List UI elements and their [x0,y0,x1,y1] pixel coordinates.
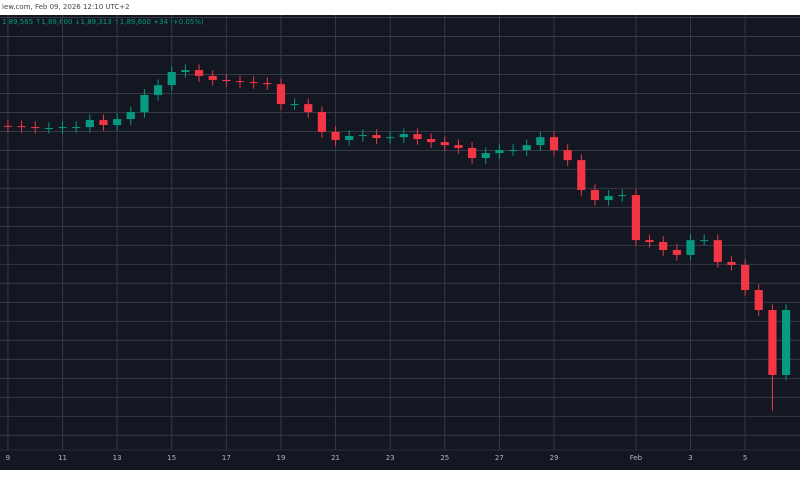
candle-body [358,135,367,137]
candle-body [153,85,163,95]
plot-background [0,15,800,470]
candle-body [577,160,586,190]
candle-body [427,139,436,143]
candle-body [549,137,559,151]
x-tick-label: 29 [550,454,559,462]
candle-body [454,145,463,148]
x-tick-label: Feb [630,454,643,462]
x-tick-label: 15 [167,454,176,462]
x-tick-label: 9 [6,454,10,462]
candle-body [194,70,204,76]
x-tick-label: 5 [743,454,747,462]
candle-body [17,126,26,128]
candle-body [700,240,709,242]
candle-body [713,240,722,262]
candle-body [590,189,600,201]
candle-body [631,195,640,241]
candle-body [331,132,340,140]
candle-body [645,240,654,242]
candle-body [249,82,258,84]
candle-body [235,81,245,83]
x-tick-label: 13 [113,454,122,462]
candle-body [727,261,736,265]
candle-body [413,134,422,140]
x-tick-label: 25 [440,454,449,462]
candle-body [140,94,149,113]
candle-body [781,310,791,375]
x-tick-label: 27 [495,454,504,462]
candle-body [3,125,13,127]
x-tick-label: 3 [688,454,692,462]
candle-body [481,153,490,159]
x-tick-label: 19 [276,454,285,462]
chart-title: iew.com, Feb 09, 2026 12:10 UTC+2 [2,3,130,11]
candle-body [399,134,408,138]
candle-body [672,249,681,255]
candle-body [167,71,176,86]
candle-body [345,136,354,140]
x-tick-label: 21 [331,454,340,462]
candle-body [181,70,190,72]
candle-body [440,142,449,146]
candle-body [659,241,668,250]
ohlc-readout: 1,89,565 ↑1,89,600 ↓1,89,313 ↑1,89,600 +… [2,18,204,26]
candle-body [768,310,777,375]
candle-body [741,264,750,291]
x-tick-label: 17 [222,454,231,462]
candle-body [44,128,53,130]
x-tick-label: 11 [58,454,67,462]
candle-body [222,79,231,82]
candle-body [618,195,627,197]
candle-body [372,135,381,139]
candle-body [467,147,477,159]
candle-body [508,150,518,152]
candle-body [208,75,217,80]
candle-body [563,150,572,161]
candle-body [276,84,286,105]
candle-body [304,104,313,113]
candle-body [754,290,763,311]
candle-body [58,127,67,129]
candle-body [31,127,40,129]
candle-body [686,240,695,255]
candle-body [126,112,135,120]
candle-body [536,137,545,146]
candle-body [522,145,531,151]
candle-body [386,137,395,139]
candle-body [495,150,504,154]
candle-body [604,196,613,201]
candle-body [317,112,327,133]
candle-body [290,104,299,106]
candle-body [263,83,272,85]
candle-body [113,119,122,125]
x-tick-label: 23 [386,454,395,462]
candle-body [99,120,108,125]
candle-body [72,127,81,129]
candle-body [85,120,94,128]
